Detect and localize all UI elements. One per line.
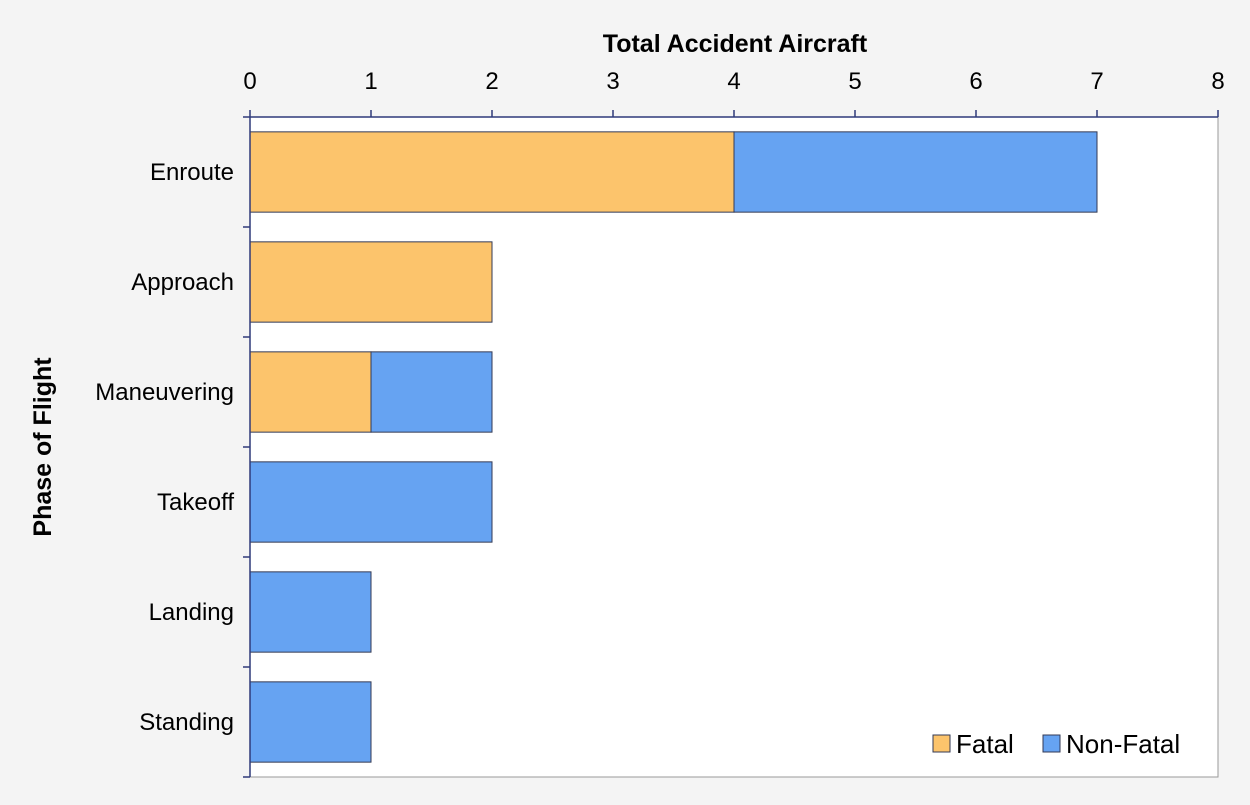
legend-swatch-non-fatal bbox=[1042, 734, 1061, 753]
y-tick-label: Approach bbox=[131, 269, 234, 296]
x-tick-label: 1 bbox=[364, 68, 377, 95]
legend-label-fatal: Fatal bbox=[956, 729, 1014, 759]
x-tick-label: 7 bbox=[1090, 68, 1103, 95]
bar-fatal-enroute bbox=[249, 131, 735, 213]
bar-fatal-maneuvering bbox=[249, 351, 372, 433]
y-tick-label: Maneuvering bbox=[95, 379, 234, 406]
x-tick-label: 5 bbox=[848, 68, 861, 95]
x-tick-label: 6 bbox=[969, 68, 982, 95]
x-tick-label: 8 bbox=[1211, 68, 1224, 95]
bar-fatal-approach bbox=[249, 241, 493, 323]
legend-swatch-fatal bbox=[932, 734, 951, 753]
x-tick-label: 0 bbox=[243, 68, 256, 95]
bar-non-fatal-maneuvering bbox=[370, 351, 493, 433]
y-tick-label: Takeoff bbox=[157, 489, 234, 516]
x-tick-label: 2 bbox=[485, 68, 498, 95]
legend: Fatal Non-Fatal bbox=[932, 729, 1180, 759]
y-tick-label: Enroute bbox=[150, 159, 234, 186]
bar-non-fatal-landing bbox=[249, 571, 372, 653]
bar-non-fatal-enroute bbox=[733, 131, 1098, 213]
x-axis-title: Total Accident Aircraft bbox=[603, 30, 868, 58]
y-axis-title: Phase of Flight bbox=[29, 357, 57, 537]
x-tick-label: 3 bbox=[606, 68, 619, 95]
y-tick-label: Standing bbox=[139, 709, 234, 736]
bar-non-fatal-standing bbox=[249, 681, 372, 763]
legend-label-non-fatal: Non-Fatal bbox=[1066, 729, 1180, 759]
bar-non-fatal-takeoff bbox=[249, 461, 493, 543]
x-tick-label: 4 bbox=[727, 68, 740, 95]
y-tick-label: Landing bbox=[149, 599, 234, 626]
plot-area bbox=[249, 116, 1219, 778]
bars-layer bbox=[249, 131, 1098, 763]
axis-layer: Enroute Approach Maneuvering Takeoff Landing… bbox=[95, 68, 1225, 778]
